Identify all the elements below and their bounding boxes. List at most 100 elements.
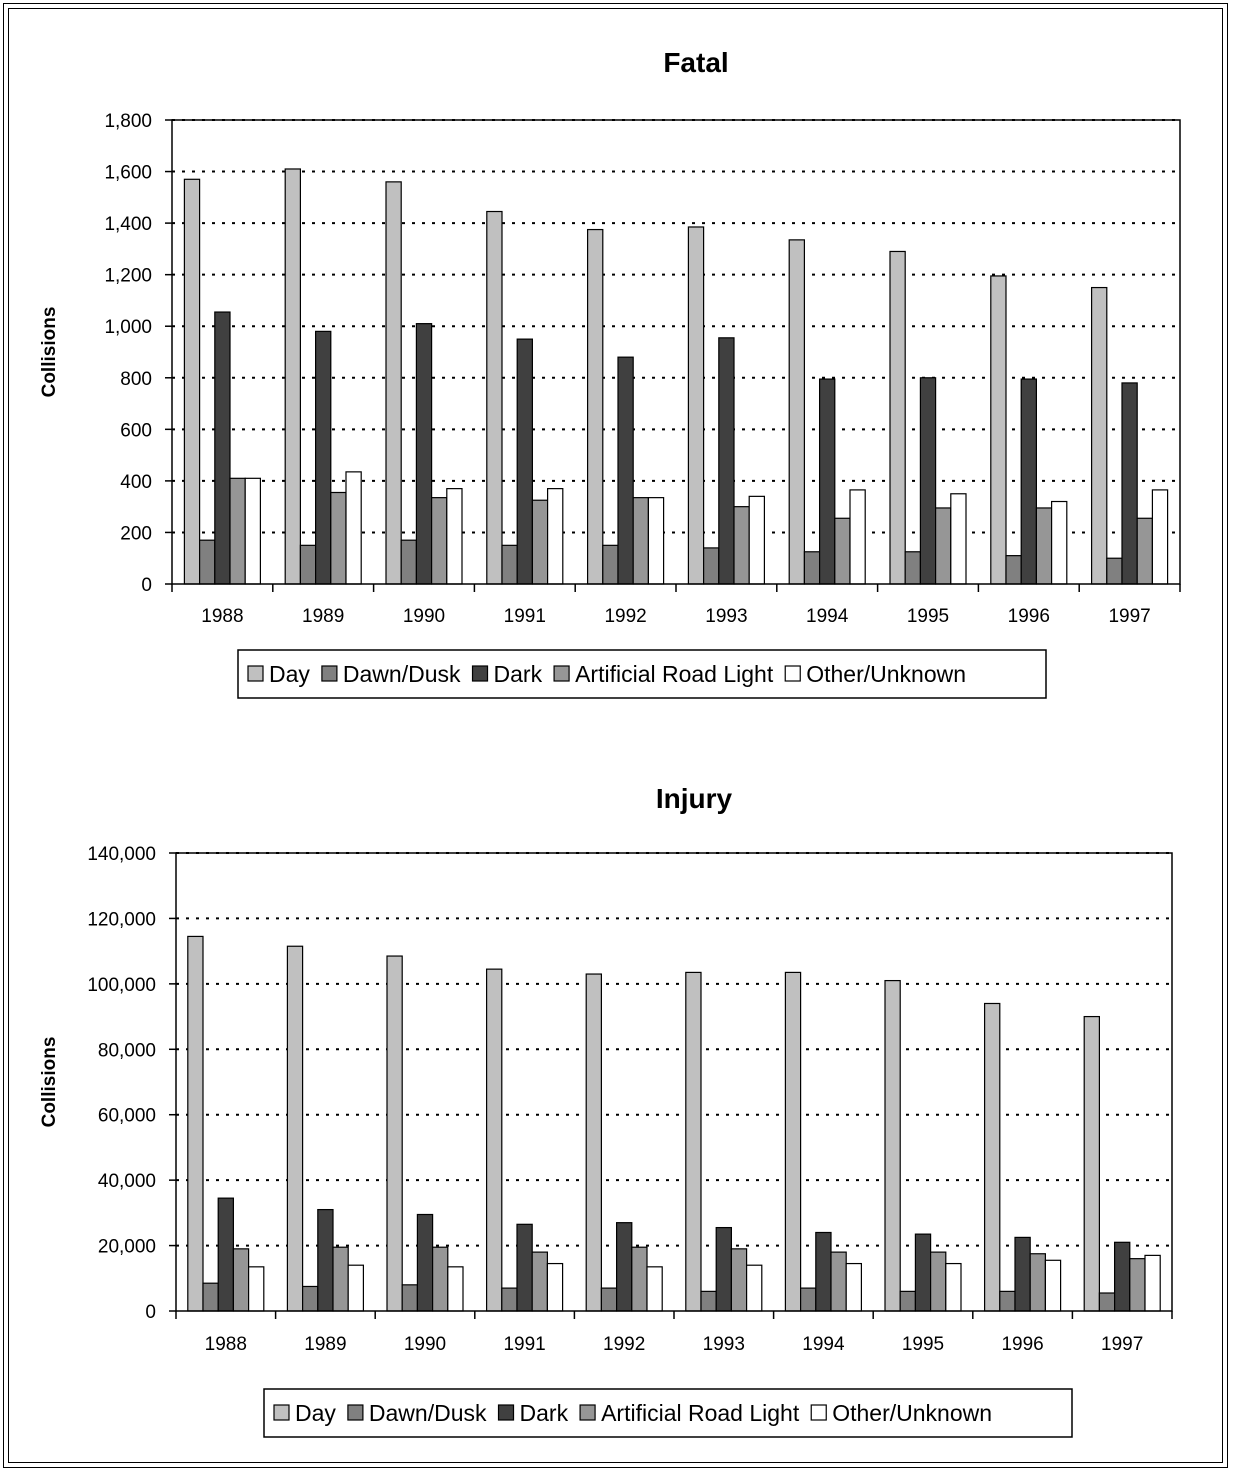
bar-dark-1997 (1121, 382, 1138, 585)
bar-dawn-dusk-1988 (199, 539, 216, 585)
legend-label: Dawn/Dusk (369, 1400, 487, 1426)
bar-artificial-road-light-1997 (1129, 1258, 1146, 1312)
bar-day-1990 (386, 955, 403, 1312)
legend-box (263, 1388, 1073, 1438)
bar-dawn-dusk-1995 (899, 1290, 917, 1312)
x-tick-label: 1994 (806, 606, 849, 627)
bar-day-1996 (990, 275, 1007, 585)
bar-dawn-dusk-1994 (803, 551, 821, 585)
legend-swatch (579, 1404, 596, 1421)
bar-dawn-dusk-1996 (1005, 555, 1022, 585)
bar-dark-1993 (715, 1226, 733, 1312)
bar-artificial-road-light-1988 (232, 1248, 250, 1312)
y-tick-label: 1,000 (104, 317, 152, 338)
bar-dawn-dusk-1992 (602, 544, 619, 585)
bar-day-1993 (685, 971, 702, 1312)
plot-area (175, 852, 1173, 1312)
bar-dark-1995 (914, 1233, 932, 1312)
bar-day-1997 (1083, 1015, 1100, 1312)
legend-label: Day (295, 1400, 336, 1426)
bar-other-unknown-1990 (446, 488, 463, 585)
x-tick-label: 1997 (1101, 1334, 1143, 1355)
bar-dark-1989 (315, 330, 332, 585)
bar-other-unknown-1992 (647, 497, 665, 585)
bar-dark-1994 (815, 1231, 832, 1312)
bar-dawn-dusk-1989 (299, 544, 317, 585)
bar-dawn-dusk-1992 (600, 1287, 618, 1312)
y-tick-label: 1,200 (104, 266, 152, 287)
bar-artificial-road-light-1993 (730, 1248, 748, 1312)
bar-dawn-dusk-1993 (700, 1290, 717, 1312)
y-tick-label: 140,000 (87, 844, 156, 865)
bar-dark-1997 (1113, 1241, 1131, 1312)
x-tick-label: 1996 (1001, 1334, 1043, 1355)
bar-dark-1991 (516, 338, 534, 585)
bar-other-unknown-1995 (945, 1262, 962, 1312)
legend-label: Dawn/Dusk (343, 661, 461, 687)
bar-other-unknown-1993 (745, 1264, 763, 1312)
bar-day-1995 (889, 250, 906, 585)
bar-dawn-dusk-1990 (401, 1284, 419, 1312)
legend-swatch (553, 665, 570, 682)
bar-dark-1993 (718, 337, 735, 585)
bar-dawn-dusk-1991 (501, 544, 518, 585)
y-tick-label: 120,000 (87, 909, 156, 930)
x-tick-label: 1991 (504, 606, 546, 627)
x-tick-label: 1993 (703, 1334, 745, 1355)
bar-day-1988 (187, 935, 204, 1312)
legend-swatch (273, 1404, 290, 1421)
bar-artificial-road-light-1994 (830, 1251, 847, 1312)
x-tick-label: 1988 (205, 1334, 247, 1355)
y-tick-label: 0 (145, 1302, 156, 1323)
bar-dawn-dusk-1991 (501, 1287, 518, 1312)
bar-day-1994 (788, 239, 806, 585)
legend-label: Dark (494, 661, 543, 687)
y-tick-label: 600 (120, 420, 152, 441)
bar-day-1994 (784, 971, 802, 1312)
y-axis-label: Collisions (39, 1037, 60, 1128)
y-tick-label: 1,800 (104, 111, 152, 132)
bar-day-1989 (284, 168, 302, 585)
bar-day-1996 (983, 1002, 1001, 1312)
bar-dark-1990 (416, 1213, 434, 1312)
chart-title: Fatal (663, 47, 728, 78)
bar-artificial-road-light-1993 (733, 506, 750, 585)
y-tick-label: 20,000 (98, 1237, 156, 1258)
legend-label: Other/Unknown (832, 1400, 992, 1426)
bar-dawn-dusk-1993 (702, 547, 720, 585)
x-tick-label: 1997 (1108, 606, 1150, 627)
bar-artificial-road-light-1991 (531, 499, 549, 585)
x-tick-label: 1992 (603, 1334, 645, 1355)
legend-label: Artificial Road Light (575, 661, 774, 687)
bar-dawn-dusk-1990 (400, 539, 418, 585)
y-tick-label: 100,000 (87, 975, 156, 996)
bar-day-1988 (183, 178, 201, 585)
legend-swatch (471, 665, 489, 682)
bar-dawn-dusk-1995 (904, 551, 922, 585)
y-tick-label: 1,600 (104, 163, 152, 184)
y-tick-label: 60,000 (98, 1106, 156, 1127)
bar-dawn-dusk-1989 (302, 1285, 319, 1312)
bar-other-unknown-1993 (748, 495, 766, 585)
bar-other-unknown-1988 (244, 477, 261, 585)
bar-artificial-road-light-1989 (332, 1246, 349, 1312)
x-tick-label: 1995 (907, 606, 949, 627)
bar-artificial-road-light-1988 (229, 477, 246, 585)
bar-dark-1996 (1014, 1236, 1031, 1312)
bar-day-1991 (486, 968, 503, 1312)
x-tick-label: 1993 (705, 606, 747, 627)
x-tick-label: 1989 (304, 1334, 346, 1355)
bar-day-1989 (286, 945, 304, 1312)
x-tick-label: 1990 (403, 606, 445, 627)
bar-dawn-dusk-1997 (1098, 1292, 1116, 1312)
bar-artificial-road-light-1997 (1136, 517, 1153, 585)
y-tick-label: 200 (120, 523, 152, 544)
bar-dark-1991 (516, 1223, 533, 1312)
bar-dawn-dusk-1996 (999, 1290, 1016, 1312)
chart-fatal: Fatal Collisions 0 200 400 600 800 1,000 1,200 1,… (39, 47, 1181, 699)
y-tick-label: 1,400 (104, 214, 152, 235)
bar-day-1992 (586, 228, 604, 585)
bar-day-1992 (585, 973, 603, 1312)
y-axis-label: Collisions (39, 307, 60, 398)
bar-dark-1992 (617, 356, 634, 585)
